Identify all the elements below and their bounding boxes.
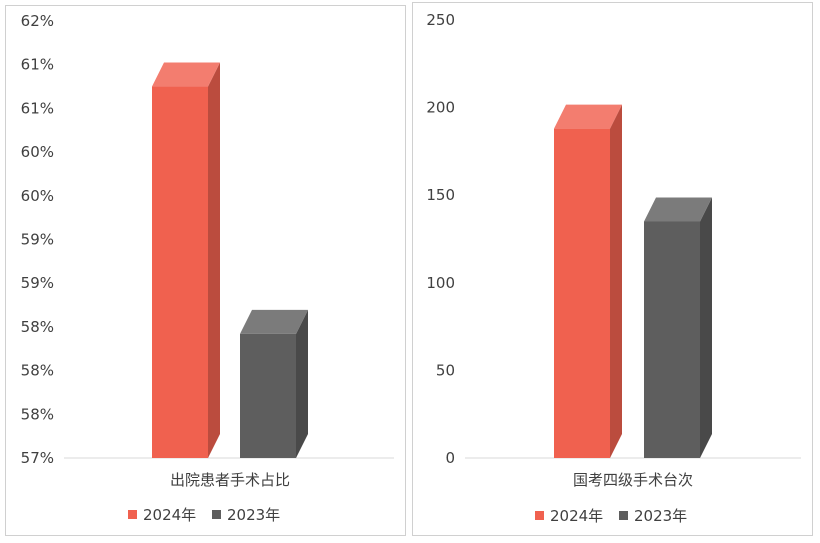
bar-front — [152, 86, 208, 459]
y-tick-label: 150 — [426, 186, 455, 204]
bar-2023年 — [240, 309, 308, 458]
y-tick-label: 58% — [21, 318, 54, 336]
bar-top — [152, 62, 220, 87]
bar-top — [240, 309, 308, 334]
y-tick-label: 200 — [426, 99, 455, 117]
bar-2024年 — [152, 62, 220, 459]
y-tick-label: 57% — [21, 449, 54, 467]
bar-top — [554, 104, 622, 129]
y-tick-label: 60% — [21, 143, 54, 161]
legend-label: 2024年 — [550, 507, 603, 525]
legend-swatch — [212, 510, 221, 519]
y-tick-label: 58% — [21, 362, 54, 380]
bar-front — [554, 128, 610, 458]
chart-panel-level4-surgeries: 0 50 100 150 200 250 国考四级手术台次 2024年 2023年 — [412, 2, 813, 536]
y-tick-label: 59% — [21, 231, 54, 249]
y-tick-label: 50 — [436, 361, 455, 379]
bar-side — [610, 104, 622, 459]
chart-surgery-ratio: 57% 58% 58% 58% 59% 59% 60% 60% 61% 61% 62% 出院患者手术占… — [21, 12, 394, 524]
legend-swatch — [128, 510, 137, 519]
legend-label: 2023年 — [634, 507, 687, 525]
y-tick-label: 0 — [445, 449, 455, 467]
y-tick-label: 100 — [426, 274, 455, 292]
category-label: 国考四级手术台次 — [573, 471, 693, 489]
legend-label: 2023年 — [227, 506, 280, 524]
legend-swatch — [535, 511, 544, 520]
bar-top — [644, 197, 712, 222]
legend-label: 2024年 — [143, 506, 196, 524]
chart-level4-surgeries: 0 50 100 150 200 250 国考四级手术台次 2024年 2023年 — [426, 11, 801, 525]
y-tick-label: 61% — [21, 99, 54, 117]
bar-side — [700, 197, 712, 459]
y-tick-label: 62% — [21, 12, 54, 30]
y-tick-label: 60% — [21, 187, 54, 205]
bar-side — [208, 62, 220, 459]
bar-2023年 — [644, 197, 712, 459]
y-tick-label: 59% — [21, 274, 54, 292]
bar-front — [240, 333, 296, 458]
y-tick-label: 250 — [426, 11, 455, 29]
bar-2024年 — [554, 104, 622, 459]
bar-side — [296, 309, 308, 458]
legend-swatch — [619, 511, 628, 520]
bar-front — [644, 221, 700, 458]
chart-panel-surgery-ratio: 57% 58% 58% 58% 59% 59% 60% 60% 61% 61% 62% 出院患者手术占… — [5, 5, 406, 536]
category-label: 出院患者手术占比 — [170, 471, 290, 489]
y-tick-label: 61% — [21, 56, 54, 74]
y-tick-label: 58% — [21, 405, 54, 423]
